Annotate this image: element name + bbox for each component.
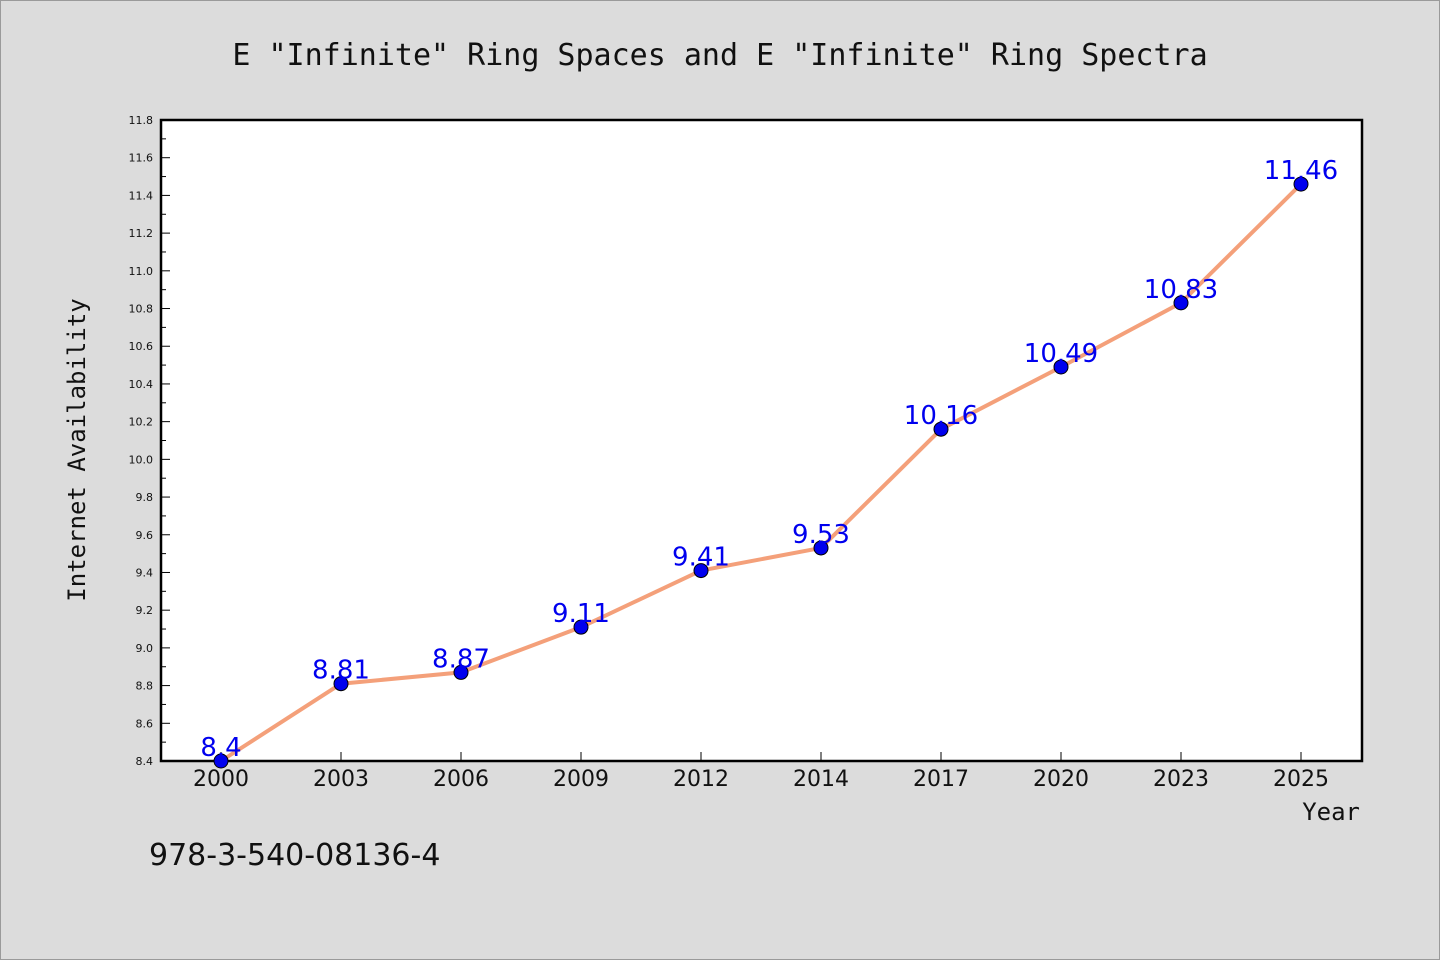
series-line [219,182,1303,763]
y-tick-label: 11.0 [129,265,154,278]
data-point [1173,295,1189,311]
x-axis: 2000 2003 2006 2009 2012 2014 2017 2020 2023 2025 [193,752,1329,792]
data-point [933,421,949,437]
x-tick-label: 2025 [1273,767,1329,792]
data-label: 8.87 [432,644,490,674]
y-tick-label: 9.0 [136,642,154,655]
x-tick-label: 2014 [793,767,849,792]
x-tick-label: 2017 [913,767,969,792]
plot-area [159,118,1364,763]
y-tick-label: 8.6 [136,717,154,730]
y-tick-label: 9.8 [136,491,154,504]
data-label: 9.53 [792,520,850,550]
y-axis: 8.4 8.6 8.8 9.0 9.2 9.4 9.6 9.8 10.0 10.2 10.4 10.6… [129,114,170,768]
data-series: 8.4 8.81 8.87 9.11 9.41 9.53 10.16 10.49 10.83 11… [200,156,1338,769]
y-tick-label: 11.6 [129,152,154,165]
data-point [333,676,349,692]
data-label: 9.11 [552,599,610,629]
data-point [573,619,589,635]
x-tick-label: 2003 [313,767,369,792]
data-label: 9.41 [672,543,730,573]
data-point [1293,176,1309,192]
isbn-annotation: 978-3-540-08136-4 [149,838,440,873]
data-label: 10.16 [904,401,978,431]
y-tick-label: 9.2 [136,604,154,617]
chart-title: E "Infinite" Ring Spaces and E "Infinite… [232,38,1207,73]
y-tick-label: 10.4 [129,378,154,391]
y-tick-label: 11.8 [129,114,154,127]
data-label: 8.81 [312,656,370,686]
y-tick-label: 10.6 [129,340,154,353]
data-label: 11.46 [1264,156,1338,186]
data-label: 10.83 [1144,275,1218,305]
y-tick-label: 10.2 [129,416,154,429]
x-tick-label: 2006 [433,767,489,792]
y-tick-label: 10.8 [129,303,154,316]
x-tick-label: 2023 [1153,767,1209,792]
data-point [693,563,709,579]
y-tick-label: 11.2 [129,227,154,240]
y-axis-label: Internet Availability [63,298,91,601]
data-label: 8.4 [200,733,241,763]
x-axis-label: Year [1302,798,1360,826]
x-tick-label: 2020 [1033,767,1089,792]
y-tick-label: 10.0 [129,453,154,466]
data-point [213,753,229,769]
data-point [453,664,469,680]
y-tick-label: 8.8 [136,680,154,693]
data-point [813,540,829,556]
y-tick-label: 9.6 [136,529,154,542]
y-tick-label: 9.4 [136,566,154,579]
y-tick-label: 11.4 [129,189,154,202]
x-tick-label: 2000 [193,767,249,792]
data-point [1053,359,1069,375]
x-tick-label: 2012 [673,767,729,792]
y-tick-label: 8.4 [136,755,154,768]
data-label: 10.49 [1024,339,1098,369]
x-tick-label: 2009 [553,767,609,792]
